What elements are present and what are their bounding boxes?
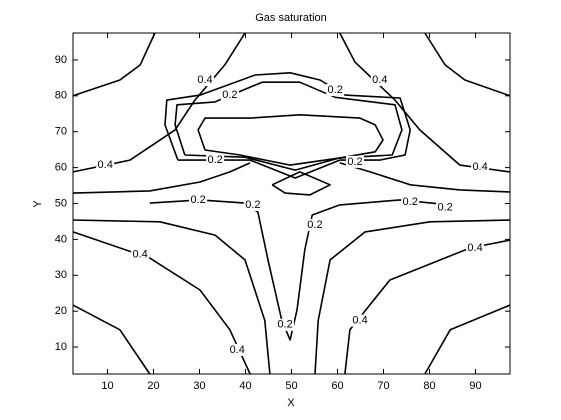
contour-line — [72, 32, 246, 173]
contour-label-background — [370, 74, 389, 87]
contour-label: 0.2 — [190, 194, 205, 206]
contour-line — [424, 304, 511, 375]
x-tick-label: 20 — [147, 380, 159, 392]
contour-line — [197, 114, 384, 166]
contour-line — [72, 32, 156, 97]
contour-label: 0.4 — [230, 344, 245, 356]
x-tick-label: 50 — [285, 380, 297, 392]
contour-label: 0.4 — [133, 249, 148, 261]
contour-line — [174, 81, 403, 171]
x-tick-label: 80 — [423, 380, 435, 392]
y-tick-label: 80 — [55, 90, 67, 102]
contour-label: 0.2 — [277, 319, 292, 331]
contour-label: 0.2 — [403, 196, 418, 208]
y-tick-label: 40 — [55, 233, 67, 245]
contour-line — [424, 32, 511, 97]
y-tick-label: 30 — [55, 269, 67, 281]
contour-label: 0.4 — [197, 74, 212, 86]
contour-label-background — [276, 318, 295, 331]
contour-label: 0.2 — [222, 89, 237, 101]
contour-line — [339, 32, 511, 173]
x-axis-label: X — [287, 397, 295, 409]
x-tick-label: 10 — [101, 380, 113, 392]
y-tick-label: 10 — [55, 341, 67, 353]
contour-label-background — [196, 74, 215, 87]
x-tick-label: 60 — [331, 380, 343, 392]
contour-label: 0.2 — [347, 156, 362, 168]
contour-label-background — [228, 343, 247, 356]
contour-line — [164, 72, 411, 179]
contour-line — [314, 219, 511, 375]
contour-label: 0.4 — [98, 159, 113, 171]
x-tick-label: 40 — [239, 380, 251, 392]
contour-label-background — [351, 314, 370, 327]
contour-label-background — [305, 219, 324, 232]
y-tick-label: 60 — [55, 162, 67, 174]
contour-label-background — [326, 84, 345, 97]
contour-label: 0.4 — [467, 242, 482, 254]
contour-label-background — [96, 159, 115, 172]
contour-line — [72, 162, 511, 194]
contour-label: 0.4 — [372, 74, 387, 86]
contour-label: 0.2 — [328, 84, 343, 96]
x-tick-label: 30 — [193, 380, 205, 392]
contour-line — [72, 219, 271, 375]
contour-label: 0.2 — [437, 202, 452, 214]
contour-label-background — [131, 248, 150, 261]
chart-title: Gas saturation — [255, 12, 327, 24]
contour-line — [271, 171, 331, 196]
contour-label: 0.2 — [207, 154, 222, 166]
y-tick-label: 90 — [55, 54, 67, 66]
y-tick-label: 70 — [55, 126, 67, 138]
contour-label-background — [220, 89, 239, 102]
contour-label: 0.4 — [352, 314, 367, 326]
contour-label: 0.2 — [307, 219, 322, 231]
contour-label-background — [189, 193, 208, 206]
contour-label-background — [436, 201, 455, 214]
contour-label-background — [345, 155, 364, 168]
contour-line — [72, 304, 151, 375]
y-tick-label: 20 — [55, 305, 67, 317]
y-axis-label: Y — [32, 200, 44, 208]
contour-label: 0.4 — [472, 161, 487, 173]
contour-label: 0.2 — [245, 199, 260, 211]
contour-label-background — [206, 154, 225, 167]
x-tick-label: 90 — [469, 380, 481, 392]
contour-label-background — [471, 160, 490, 173]
contour-label-background — [243, 198, 262, 211]
contour-label-background — [401, 196, 420, 209]
contour-label-background — [466, 242, 485, 255]
y-tick-label: 50 — [55, 197, 67, 209]
x-tick-label: 70 — [377, 380, 389, 392]
